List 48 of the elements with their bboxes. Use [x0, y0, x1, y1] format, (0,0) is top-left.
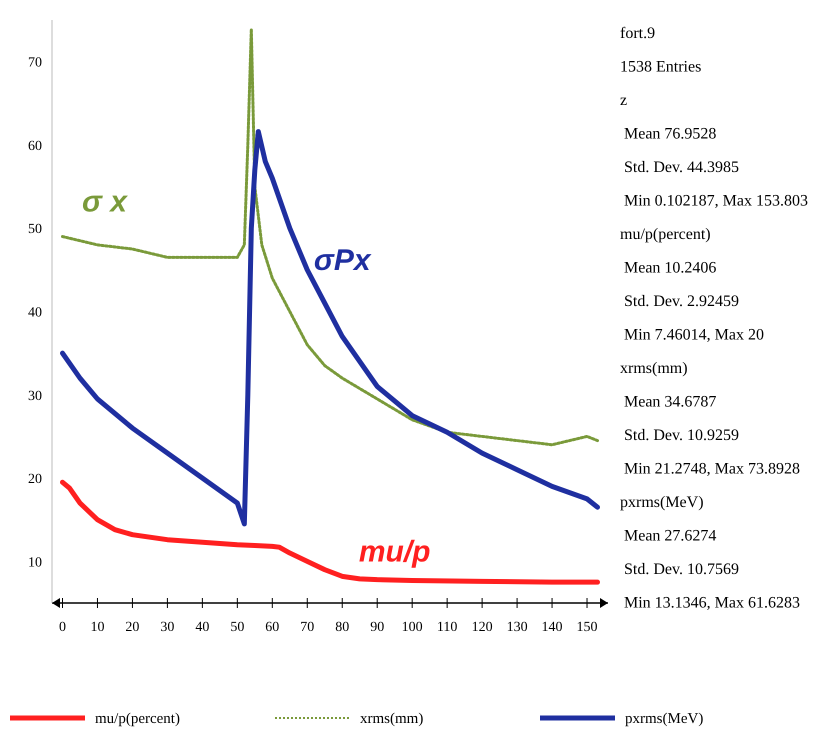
- x-tick-label: 0: [58, 620, 66, 635]
- text: Mean 34.6787: [620, 394, 716, 410]
- y-tick-label: 70: [28, 56, 42, 71]
- annotation: σ x: [82, 186, 128, 219]
- x-tick-label: 150: [576, 620, 598, 635]
- x-tick-label: 40: [195, 620, 210, 635]
- text: 1538 Entries: [620, 58, 702, 76]
- annotation: mu/p: [358, 535, 431, 568]
- x-tick-label: 50: [230, 620, 244, 635]
- x-tick-label: 110: [436, 620, 458, 635]
- x-tick-label: 20: [125, 620, 140, 635]
- text: fort.9: [620, 25, 656, 42]
- text: pxrms(MeV): [620, 494, 704, 511]
- x-tick-label: 120: [472, 620, 493, 635]
- x-tick-label: 140: [542, 620, 563, 635]
- text: Std. Dev. 10.9259: [620, 427, 739, 444]
- text: Min 13.1346, Max 61.6283: [620, 594, 800, 612]
- text: mu/p(percent): [620, 226, 711, 243]
- legend-label: mu/p(percent): [95, 711, 180, 727]
- x-tick-label: 100: [402, 620, 423, 635]
- text: Min 7.46014, Max 20: [620, 326, 764, 344]
- x-tick-label: 10: [90, 620, 104, 635]
- text: z: [620, 92, 628, 109]
- line-series: [60, 28, 600, 446]
- text: Std. Dev. 2.92459: [620, 293, 739, 310]
- y-tick-label: 20: [28, 472, 42, 488]
- annotation: σPx: [314, 244, 372, 277]
- x-tick-label: 130: [506, 620, 528, 635]
- text: Min 0.102187, Max 153.803: [620, 192, 808, 210]
- x-tick-label: 60: [265, 620, 280, 635]
- text: xrms(mm): [620, 360, 688, 377]
- y-tick-label: 60: [28, 138, 42, 154]
- x-tick-label: 30: [160, 620, 174, 635]
- y-tick-label: 30: [28, 388, 42, 404]
- x-tick-label: 80: [335, 620, 350, 635]
- text: Mean 10.2406: [620, 260, 716, 276]
- text: Std. Dev. 10.7569: [620, 561, 739, 578]
- y-tick-label: 10: [28, 555, 42, 570]
- y-tick-label: 50: [28, 222, 42, 238]
- x-tick-label: 70: [300, 620, 314, 635]
- text: Std. Dev. 44.3985: [620, 159, 739, 176]
- text: Mean 76.9528: [620, 126, 716, 142]
- x-tick-label: 90: [370, 620, 384, 635]
- legend-label: pxrms(MeV): [625, 711, 704, 727]
- text: Min 21.2748, Max 73.8928: [620, 460, 800, 478]
- y-tick-label: 40: [28, 306, 42, 320]
- text: Mean 27.6274: [620, 528, 716, 544]
- legend-label: xrms(mm): [360, 711, 424, 727]
